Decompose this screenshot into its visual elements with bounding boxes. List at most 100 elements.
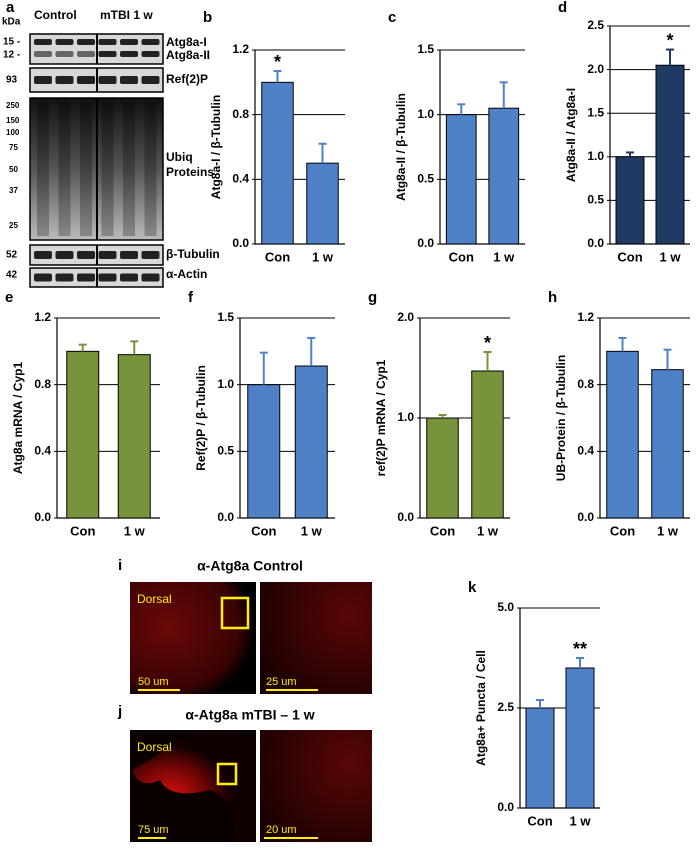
blot-band (77, 51, 95, 57)
blot-label: Atg8a-II (166, 48, 210, 62)
blot-band (98, 51, 117, 57)
y-tick-label: 1.0 (587, 149, 604, 163)
y-tick-label: 1.2 (34, 310, 51, 324)
blot-band (120, 39, 138, 45)
significance-marker: * (666, 30, 673, 50)
marker: 93 (6, 75, 18, 86)
blot-band (98, 251, 117, 259)
blot-band (77, 273, 95, 282)
bar (651, 369, 684, 519)
y-tick-label: 0.0 (577, 510, 594, 524)
y-tick-label: 1.0 (417, 107, 434, 121)
scale-label: 20 um (266, 824, 297, 836)
panel-letter: d (558, 0, 567, 16)
blot-label: Atg8a-I (166, 35, 207, 49)
roi-box (220, 596, 250, 630)
bar (247, 384, 281, 519)
micrograph (130, 582, 256, 694)
panel-letter: g (368, 289, 377, 306)
blot-band (141, 51, 160, 57)
blot-band (55, 273, 74, 282)
blot-label: β-Tubulin (166, 247, 220, 261)
bar (306, 162, 339, 245)
x-tick-label: Con (527, 813, 552, 828)
marker: 15 - (3, 37, 20, 48)
bar (525, 707, 555, 809)
blot-band (141, 273, 160, 282)
blot-strips (29, 33, 164, 288)
blot-band (98, 76, 117, 84)
scale-label: 25 um (266, 676, 297, 688)
marker: 150 (6, 116, 20, 125)
y-tick-label: 0.0 (587, 236, 604, 250)
blot-band (77, 76, 95, 84)
blot-band (98, 273, 117, 282)
blot-band (80, 102, 92, 236)
blot-band (77, 251, 95, 259)
blot-label: α-Actin (166, 267, 207, 281)
blot-band (120, 76, 138, 84)
y-tick-label: 1.2 (577, 310, 594, 324)
x-tick-label: 1 w (493, 249, 515, 264)
bar (66, 350, 100, 519)
blot-band (55, 251, 74, 259)
x-tick-label: Con (430, 523, 455, 538)
y-axis-label: Atg8a+ Puncta / Cell (474, 650, 488, 766)
blot-band (34, 251, 52, 259)
blot-band (120, 251, 138, 259)
y-axis-label: Atg8a-I / β-Tubulin (209, 95, 223, 199)
bar (655, 64, 685, 245)
y-tick-label: 1.5 (587, 105, 604, 119)
y-axis-label: UB-Protein / β-Tubulin (554, 355, 568, 481)
blot-band (120, 51, 138, 57)
marker: 75 (9, 143, 18, 152)
bar (294, 365, 328, 519)
roi-box (216, 762, 238, 786)
blot-band (141, 251, 160, 259)
y-tick-label: 1.5 (417, 42, 434, 56)
marker: 52 (6, 250, 18, 261)
y-tick-label: 0.0 (397, 510, 414, 524)
y-tick-label: 0.5 (587, 193, 604, 207)
x-tick-label: 1 w (660, 249, 682, 264)
x-tick-label: 1 w (477, 523, 499, 538)
image-title: α-Atg8a mTBI – 1 w (185, 707, 314, 723)
blot-band (37, 102, 49, 236)
blot-band (34, 39, 52, 45)
x-tick-label: 1 w (312, 249, 334, 264)
significance-marker: ** (573, 639, 587, 659)
x-tick-label: Con (617, 249, 642, 264)
y-tick-label: 0.8 (577, 377, 594, 391)
panel-letter: a (6, 0, 15, 16)
panel-letter: b (203, 9, 212, 26)
y-tick-label: 0.0 (417, 236, 434, 250)
y-tick-label: 1.2 (232, 42, 249, 56)
panel-letter: h (548, 289, 557, 306)
blot-band (144, 102, 157, 236)
y-tick-label: 0.8 (232, 107, 249, 121)
blot-band (141, 39, 160, 45)
image-title: α-Atg8a Control (197, 558, 303, 574)
y-tick-label: 1.0 (217, 377, 234, 391)
bar (117, 354, 151, 519)
significance-marker: * (274, 52, 281, 72)
marker: 50 (9, 165, 18, 174)
y-tick-label: 0.0 (232, 236, 249, 250)
blot-band (141, 76, 160, 84)
group-label: mTBI 1 w (100, 8, 153, 22)
blot-band (34, 76, 52, 84)
y-tick-label: 2.5 (587, 18, 604, 32)
y-tick-label: 0.4 (34, 444, 51, 458)
unit: kDa (2, 17, 21, 28)
panel-letter: i (118, 557, 122, 574)
y-axis-label: Ref(2)P / β-Tubulin (194, 365, 208, 471)
marker: 37 (9, 186, 18, 195)
x-tick-label: 1 w (657, 523, 679, 538)
marker: 100 (6, 128, 20, 137)
y-axis-label: Atg8a-II / β-Tubulin (394, 93, 408, 201)
marker: 250 (6, 101, 20, 110)
blot-band (77, 39, 95, 45)
x-tick-label: 1 w (570, 813, 592, 828)
x-tick-label: Con (251, 523, 276, 538)
